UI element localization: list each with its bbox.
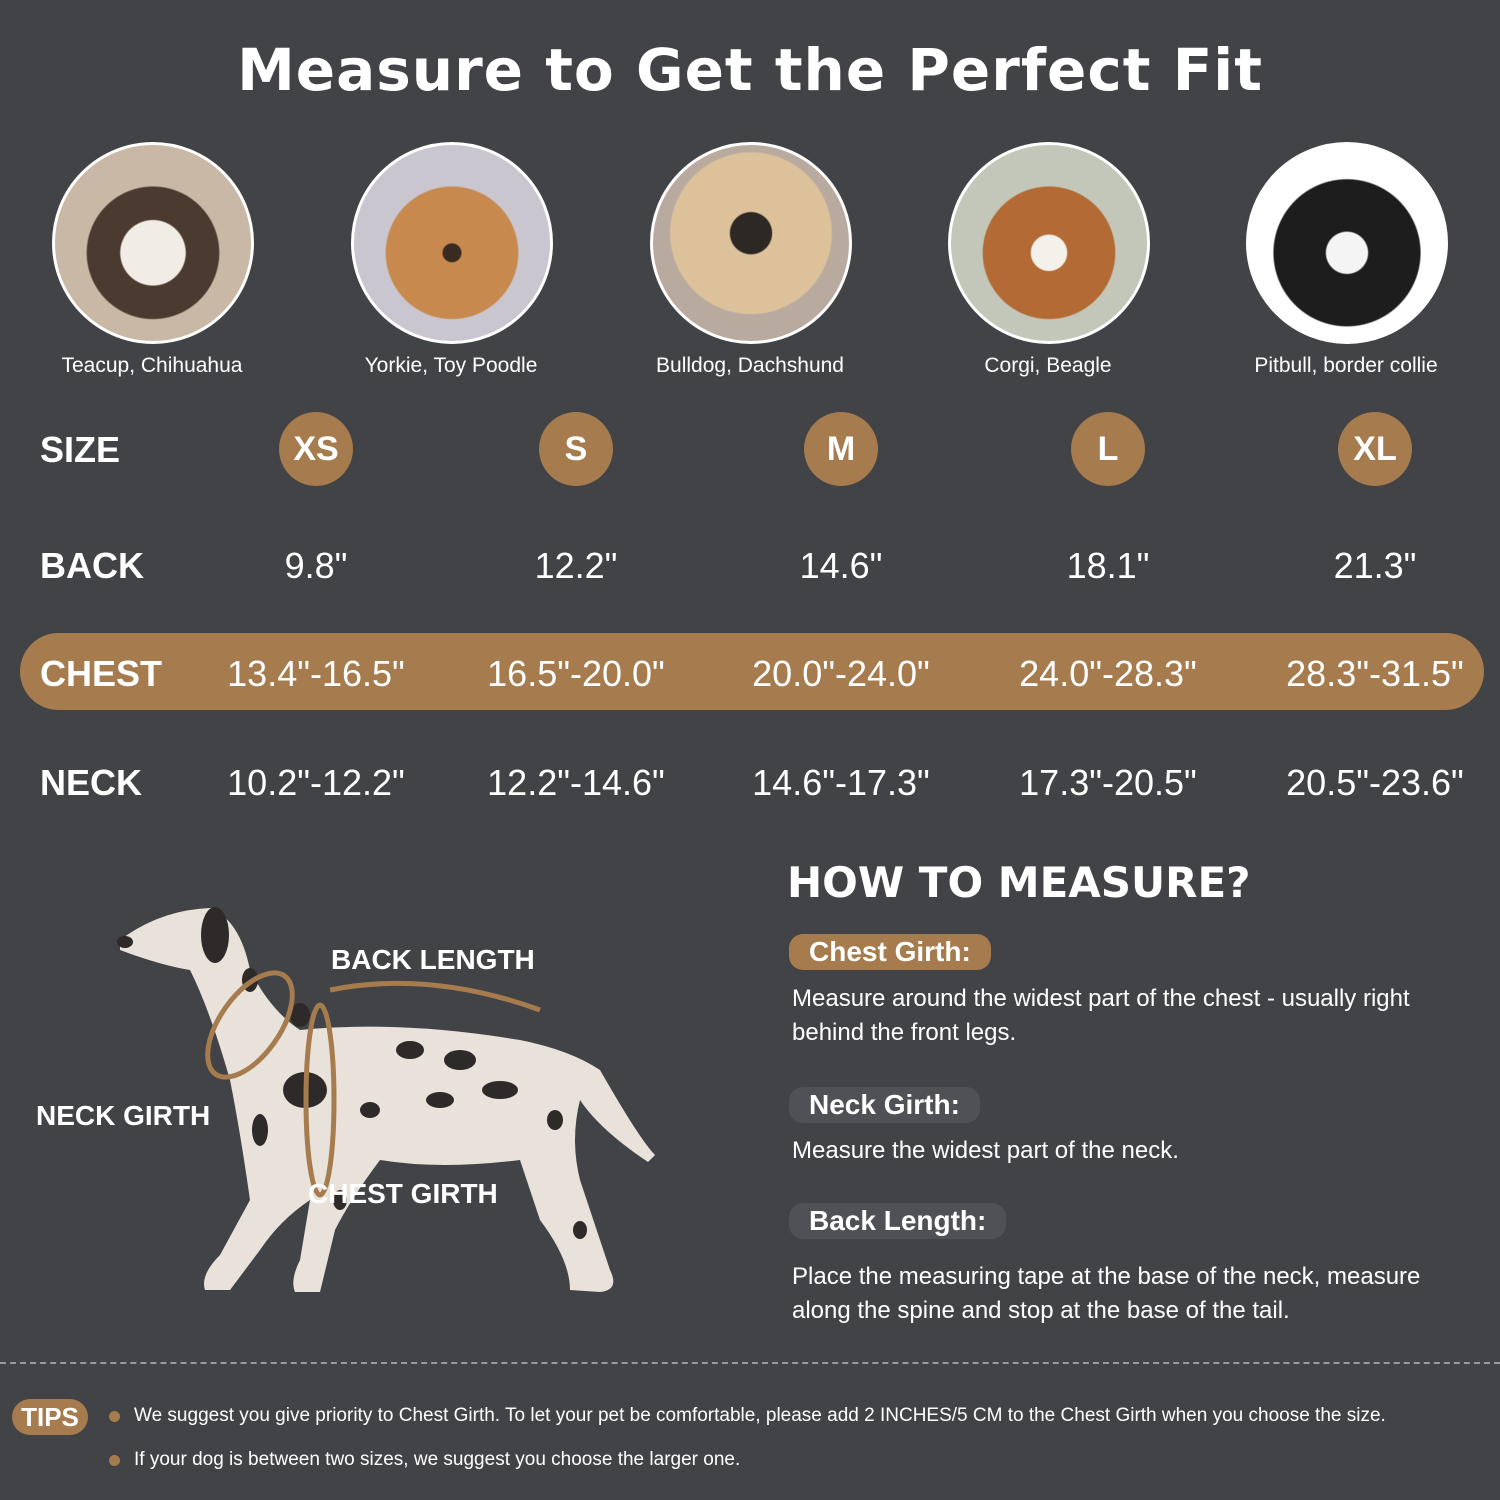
chest-row-label: CHEST [40, 653, 163, 694]
measuring-lines [205, 970, 541, 1198]
back-length-description: Place the measuring tape at the base of … [792, 1263, 1421, 1324]
breed-caption: Teacup, Chihuahua [61, 354, 243, 377]
size-badge-s: S [539, 412, 613, 486]
border-collie-photo [1246, 142, 1448, 344]
neck-girth-pill: Neck Girth: [789, 1087, 980, 1123]
neck-value: 10.2"-12.2" [227, 762, 405, 803]
breed-caption: Pitbull, border collie [1254, 354, 1438, 377]
back-value: 9.8" [284, 545, 348, 586]
chest-value: 20.0"-24.0" [752, 653, 930, 694]
breed-caption: Yorkie, Toy Poodle [364, 354, 538, 377]
yorkie-photo [351, 142, 553, 344]
chest-value: 28.3"-31.5" [1286, 653, 1464, 694]
back-value: 21.3" [1333, 545, 1417, 586]
neck-girth-label: NECK GIRTH [36, 1100, 211, 1131]
chest-girth-description: Measure around the widest part of the ch… [792, 985, 1410, 1046]
neck-value: 17.3"-20.5" [1019, 762, 1197, 803]
back-row-label: BACK [40, 545, 144, 586]
neck-value: 20.5"-23.6" [1286, 762, 1464, 803]
tip-text: We suggest you give priority to Chest Gi… [134, 1405, 1386, 1426]
divider [0, 1362, 1500, 1364]
chest-value: 24.0"-28.3" [1019, 653, 1197, 694]
size-badge-l: L [1071, 412, 1145, 486]
back-value: 14.6" [799, 545, 883, 586]
chest-value: 16.5"-20.0" [487, 653, 665, 694]
neck-row-label: NECK [40, 762, 143, 803]
chest-value: 13.4"-16.5" [227, 653, 405, 694]
back-value: 12.2" [534, 545, 618, 586]
chest-highlight-band [20, 633, 1484, 710]
tip-text: If your dog is between two sizes, we sug… [134, 1449, 741, 1470]
dalmatian-spots [117, 907, 587, 1239]
page-title: Measure to Get the Perfect Fit [237, 36, 1263, 104]
breed-caption: Bulldog, Dachshund [656, 354, 844, 377]
pug-photo [650, 142, 852, 344]
neck-girth-description: Measure the widest part of the neck. [792, 1137, 1179, 1164]
size-badge-xs: XS [279, 412, 353, 486]
how-to-heading: HOW TO MEASURE? [787, 858, 1251, 907]
beagle-photo [948, 142, 1150, 344]
tips-badge: TIPS [12, 1399, 88, 1435]
chest-girth-pill: Chest Girth: [789, 934, 991, 970]
chest-girth-label: CHEST GIRTH [308, 1178, 498, 1209]
bullet-icon [109, 1411, 120, 1422]
dalmatian-illustration [117, 907, 655, 1292]
back-length-pill: Back Length: [789, 1203, 1007, 1239]
bullet-icon [109, 1455, 120, 1466]
breed-caption: Corgi, Beagle [984, 354, 1112, 377]
back-length-label: BACK LENGTH [331, 944, 535, 975]
chihuahua-photo [52, 142, 254, 344]
size-badge-xl: XL [1338, 412, 1412, 486]
neck-value: 14.6"-17.3" [752, 762, 930, 803]
size-badge-m: M [804, 412, 878, 486]
back-value: 18.1" [1066, 545, 1150, 586]
size-row-label: SIZE [40, 429, 121, 470]
neck-value: 12.2"-14.6" [487, 762, 665, 803]
